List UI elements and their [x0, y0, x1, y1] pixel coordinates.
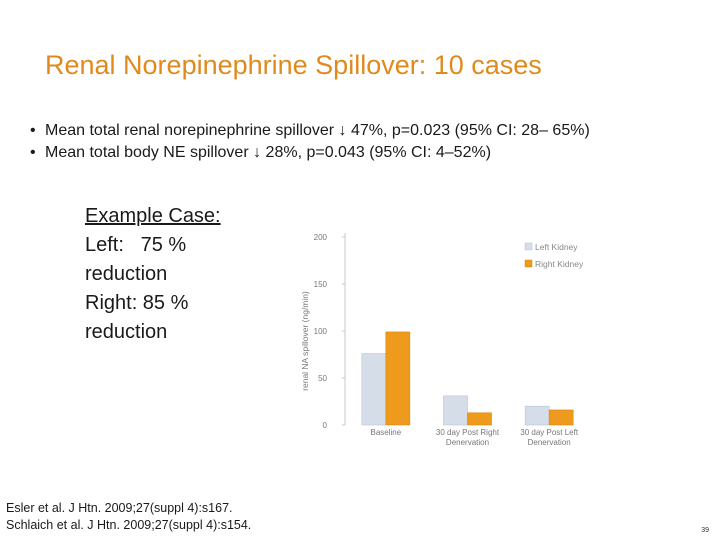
x-category-label: Denervation [446, 438, 489, 447]
example-right-suffix: reduction [85, 321, 168, 343]
reference-esler: Esler et al. J Htn. 2009;27(suppl 4):s16… [6, 501, 233, 515]
bullet-list: Mean total renal norepinephrine spillove… [30, 120, 690, 164]
page-number: 39 [701, 527, 709, 534]
legend-swatch [524, 259, 533, 268]
example-case-heading: Example Case: [85, 205, 221, 227]
bar-right-kidney [467, 412, 492, 426]
bar-right-kidney [385, 331, 411, 426]
y-tick-label: 200 [314, 233, 328, 242]
bar-right-kidney [548, 409, 574, 426]
bullet-renal-spillover: Mean total renal norepinephrine spillove… [30, 120, 690, 141]
example-case: Example Case: Left: 75 % reduction Right… [85, 202, 275, 347]
reference-schlaich: Schlaich et al. J Htn. 2009;27(suppl 4):… [6, 518, 252, 532]
spillover-bar-chart: 0 50 100 150 200 renal NA spillover (ng/min) B… [300, 233, 584, 447]
x-category-label: Denervation [528, 438, 571, 447]
bar-left-kidney [524, 405, 550, 426]
bar-left-kidney [361, 353, 387, 426]
legend-swatch [524, 242, 533, 251]
y-axis-label: renal NA spillover (ng/min) [300, 291, 310, 391]
y-tick-label: 150 [314, 280, 328, 289]
bar-left-kidney [443, 395, 468, 426]
example-left-suffix: reduction [85, 263, 168, 285]
x-category-label: 30 day Post Right [436, 428, 500, 437]
references: Esler et al. J Htn. 2009;27(suppl 4):s16… [6, 500, 251, 534]
legend-label: Right Kidney [535, 259, 584, 269]
example-left-value: Left: 75 % [85, 234, 187, 256]
slide-title: Renal Norepinephrine Spillover: 10 cases [45, 50, 542, 80]
x-category-label: Baseline [370, 428, 401, 437]
bullet-total-body-spillover: Mean total body NE spillover ↓ 28%, p=0.… [30, 142, 690, 163]
x-category-label: 30 day Post Left [520, 428, 579, 437]
y-tick-label: 0 [323, 421, 328, 430]
y-tick-label: 50 [318, 374, 327, 383]
legend-label: Left Kidney [535, 242, 578, 252]
y-tick-label: 100 [314, 327, 328, 336]
example-right-value: Right: 85 % [85, 292, 189, 314]
